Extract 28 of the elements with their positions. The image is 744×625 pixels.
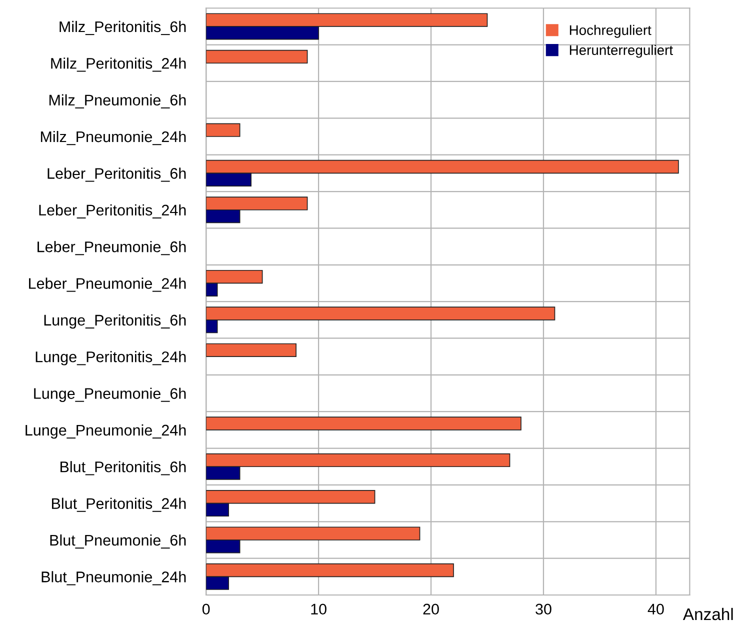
y-tick-label: Lunge_Pneumonie_6h [34, 388, 186, 402]
y-tick-label: Blut_Peritonitis_24h [52, 498, 186, 512]
y-tick-label: Leber_Pneumonie_24h [29, 278, 186, 292]
y-tick-label: Milz_Peritonitis_24h [51, 58, 186, 72]
x-tick-label: 10 [311, 604, 326, 615]
bar [206, 343, 296, 357]
y-tick-label: Milz_Peritonitis_6h [60, 20, 186, 36]
y-tick-label: Leber_Peritonitis_6h [48, 168, 186, 182]
y-tick-label: Lunge_Peritonitis_24h [36, 351, 186, 366]
y-tick-label: Milz_Pneumonie_6h [49, 94, 186, 108]
x-tick-label: 40 [648, 604, 664, 615]
y-tick-label: Milz_Pneumonie_24h [40, 130, 186, 146]
x-tick-label: 20 [423, 604, 439, 615]
y-tick-label: Leber_Peritonitis_24h [39, 204, 186, 218]
x-tick-label: 30 [536, 604, 552, 615]
y-tick-label: Blut_Pneumonie_24h [42, 571, 186, 586]
bar [206, 50, 308, 64]
x-tick-label: 0 [202, 604, 210, 615]
y-tick-label: Leber_Pneumonie_6h [38, 241, 186, 256]
y-tick-label: Blut_Peritonitis_6h [60, 461, 186, 476]
y-tick-label: Lunge_Peritonitis_6h [44, 314, 186, 329]
x-axis-title: Anzahl [682, 608, 733, 620]
y-tick-label: Blut_Pneumonie_6h [50, 534, 186, 549]
bar [206, 123, 240, 137]
y-tick-label: Lunge_Pneumonie_24h [26, 424, 186, 439]
bar [206, 416, 522, 430]
legend-label: Hochreguliert [570, 24, 652, 38]
legend-label: Herunterreguliert [570, 44, 673, 58]
